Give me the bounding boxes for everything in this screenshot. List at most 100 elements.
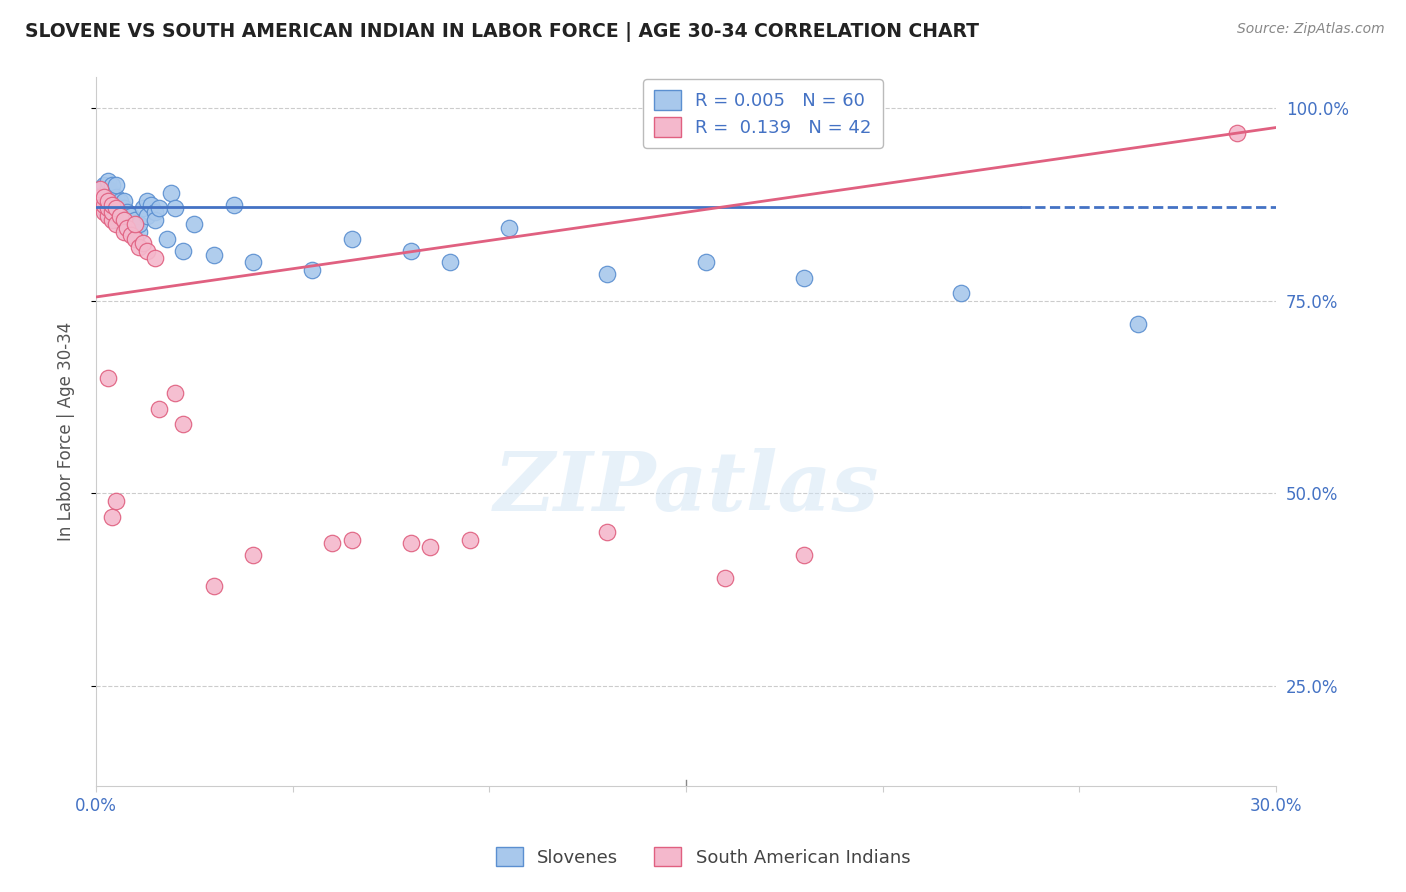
Point <box>793 270 815 285</box>
Point <box>202 247 225 261</box>
Point <box>100 213 122 227</box>
Point <box>117 213 139 227</box>
Point <box>100 186 122 200</box>
Point <box>93 190 115 204</box>
Point <box>124 217 146 231</box>
Point <box>124 220 146 235</box>
Point <box>97 205 120 219</box>
Text: SLOVENE VS SOUTH AMERICAN INDIAN IN LABOR FORCE | AGE 30-34 CORRELATION CHART: SLOVENE VS SOUTH AMERICAN INDIAN IN LABO… <box>25 22 980 42</box>
Point <box>128 217 150 231</box>
Point <box>100 509 122 524</box>
Point <box>695 255 717 269</box>
Point <box>143 205 166 219</box>
Point <box>156 232 179 246</box>
Point <box>1226 126 1249 140</box>
Point <box>172 417 194 431</box>
Point <box>108 202 131 216</box>
Text: ZIPatlas: ZIPatlas <box>494 449 879 528</box>
Point <box>97 371 120 385</box>
Point <box>100 197 122 211</box>
Point <box>163 202 186 216</box>
Point <box>143 213 166 227</box>
Point <box>222 197 245 211</box>
Point <box>104 494 127 508</box>
Point <box>399 244 422 258</box>
Point <box>104 197 127 211</box>
Point <box>136 244 159 258</box>
Point <box>120 209 142 223</box>
Text: Source: ZipAtlas.com: Source: ZipAtlas.com <box>1237 22 1385 37</box>
Point <box>172 244 194 258</box>
Legend: R = 0.005   N = 60, R =  0.139   N = 42: R = 0.005 N = 60, R = 0.139 N = 42 <box>643 79 883 148</box>
Point <box>148 401 170 416</box>
Point <box>183 217 205 231</box>
Point <box>93 202 115 216</box>
Point <box>143 252 166 266</box>
Point <box>108 209 131 223</box>
Y-axis label: In Labor Force | Age 30-34: In Labor Force | Age 30-34 <box>58 322 75 541</box>
Point <box>419 541 441 555</box>
Point <box>136 194 159 208</box>
Point <box>89 182 111 196</box>
Point <box>242 548 264 562</box>
Point <box>340 533 363 547</box>
Point <box>596 524 619 539</box>
Point <box>124 213 146 227</box>
Point <box>93 186 115 200</box>
Point <box>104 205 127 219</box>
Point <box>97 194 120 208</box>
Point <box>340 232 363 246</box>
Point <box>148 202 170 216</box>
Point <box>100 202 122 216</box>
Point <box>112 213 135 227</box>
Point <box>136 209 159 223</box>
Point <box>108 194 131 208</box>
Point <box>97 202 120 216</box>
Point <box>139 197 162 211</box>
Point <box>89 197 111 211</box>
Point <box>93 205 115 219</box>
Point <box>97 209 120 223</box>
Point <box>104 190 127 204</box>
Point <box>439 255 461 269</box>
Point <box>117 205 139 219</box>
Point <box>159 186 181 200</box>
Point <box>93 194 115 208</box>
Point <box>399 536 422 550</box>
Point <box>498 220 520 235</box>
Point <box>120 217 142 231</box>
Point <box>112 225 135 239</box>
Point <box>93 178 115 193</box>
Point <box>458 533 481 547</box>
Point <box>301 263 323 277</box>
Point <box>112 194 135 208</box>
Point <box>100 205 122 219</box>
Point <box>89 190 111 204</box>
Point <box>112 209 135 223</box>
Point <box>97 197 120 211</box>
Point <box>128 240 150 254</box>
Point <box>714 571 737 585</box>
Point <box>132 202 155 216</box>
Point <box>104 202 127 216</box>
Point <box>100 209 122 223</box>
Point <box>163 386 186 401</box>
Point <box>89 197 111 211</box>
Point <box>100 178 122 193</box>
Point <box>124 232 146 246</box>
Point <box>793 548 815 562</box>
Point <box>89 190 111 204</box>
Point <box>104 178 127 193</box>
Point <box>128 225 150 239</box>
Point <box>97 190 120 204</box>
Point <box>97 174 120 188</box>
Point <box>117 220 139 235</box>
Point <box>100 194 122 208</box>
Point <box>89 182 111 196</box>
Point <box>950 286 973 301</box>
Point <box>104 217 127 231</box>
Point <box>132 235 155 250</box>
Legend: Slovenes, South American Indians: Slovenes, South American Indians <box>488 840 918 874</box>
Point <box>202 579 225 593</box>
Point <box>112 202 135 216</box>
